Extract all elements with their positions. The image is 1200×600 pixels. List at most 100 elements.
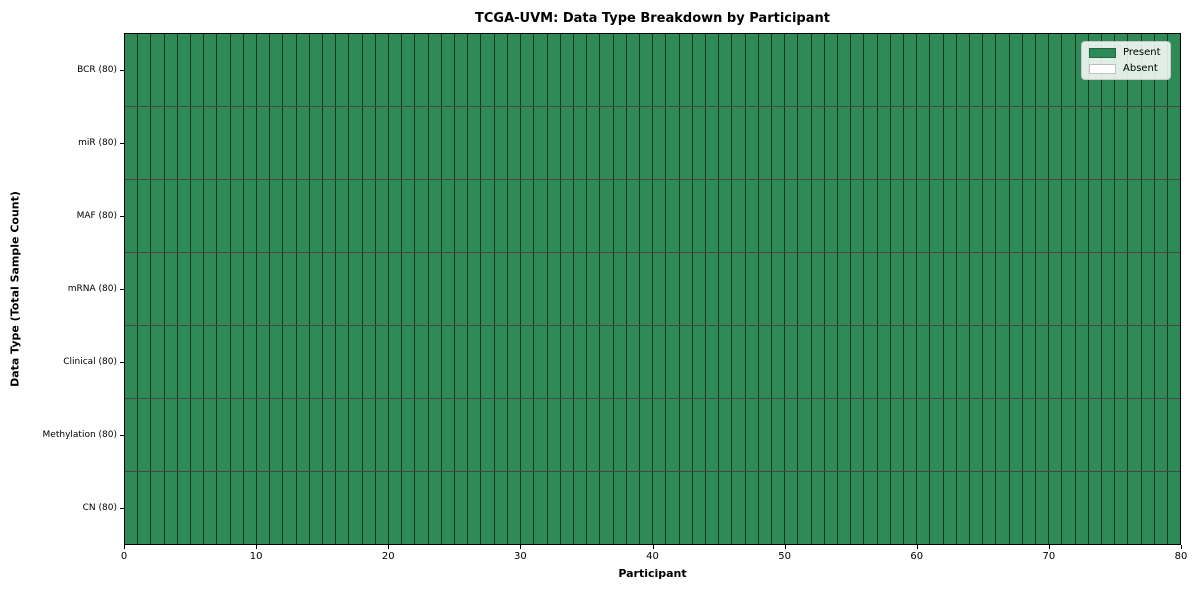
heatmap-cell xyxy=(758,472,772,544)
heatmap-cell xyxy=(494,34,508,106)
heatmap-cell xyxy=(257,326,271,398)
heatmap-cell xyxy=(455,34,469,106)
heatmap-cell xyxy=(389,399,403,471)
heatmap-cell xyxy=(903,472,918,544)
heatmap-cell xyxy=(917,34,931,106)
heatmap-cell xyxy=(890,107,904,179)
heatmap-cell xyxy=(309,253,324,325)
heatmap-cell xyxy=(164,107,178,179)
heatmap-cell xyxy=(1154,326,1169,398)
heatmap-cell xyxy=(138,326,152,398)
heatmap-cell xyxy=(705,34,720,106)
heatmap-cell xyxy=(547,180,561,252)
heatmap-cell xyxy=(785,326,799,398)
heatmap-cell xyxy=(521,472,535,544)
heatmap-cell xyxy=(1115,326,1129,398)
heatmap-cell xyxy=(917,180,931,252)
heatmap-cell xyxy=(204,399,218,471)
heatmap-cell xyxy=(653,472,667,544)
heatmap-cell xyxy=(587,34,601,106)
heatmap-cell xyxy=(164,472,178,544)
heatmap-cell xyxy=(494,180,508,252)
heatmap-cell xyxy=(705,326,720,398)
heatmap-cell xyxy=(613,107,627,179)
heatmap-cell xyxy=(573,399,588,471)
heatmap-cell xyxy=(1102,472,1116,544)
heatmap-cell xyxy=(824,180,838,252)
heatmap-cell xyxy=(587,107,601,179)
heatmap-cell xyxy=(428,253,442,325)
heatmap-cell xyxy=(851,107,865,179)
heatmap-cell xyxy=(375,399,390,471)
heatmap-cell xyxy=(455,326,469,398)
heatmap-cell xyxy=(1154,253,1169,325)
heatmap-cell xyxy=(1022,326,1037,398)
heatmap-cell xyxy=(191,180,205,252)
heatmap-cell xyxy=(138,180,152,252)
heatmap-cell xyxy=(970,34,984,106)
heatmap-cell xyxy=(573,180,588,252)
heatmap-cell xyxy=(1128,253,1142,325)
heatmap-cell xyxy=(719,107,733,179)
heatmap-cell xyxy=(679,472,693,544)
heatmap-cell xyxy=(1154,180,1169,252)
heatmap-cell xyxy=(639,326,654,398)
heatmap-cell xyxy=(1022,107,1037,179)
heatmap-row xyxy=(125,34,1181,107)
heatmap-cell xyxy=(1168,472,1181,544)
heatmap-cell xyxy=(441,107,456,179)
heatmap-cell xyxy=(679,326,693,398)
heatmap-cell xyxy=(309,180,324,252)
heatmap-cell xyxy=(851,326,865,398)
heatmap-cell xyxy=(745,326,759,398)
heatmap-cell xyxy=(270,34,284,106)
heatmap-cell xyxy=(877,472,891,544)
heatmap-cell xyxy=(864,180,878,252)
heatmap-cell xyxy=(323,326,337,398)
heatmap-cell xyxy=(930,107,944,179)
heatmap-cell xyxy=(903,180,918,252)
heatmap-cell xyxy=(243,399,258,471)
heatmap-cell xyxy=(1036,253,1050,325)
heatmap-cell xyxy=(323,34,337,106)
heatmap-cell xyxy=(455,399,469,471)
heatmap-cell xyxy=(930,253,944,325)
x-tick-mark xyxy=(520,545,522,549)
heatmap-cell xyxy=(1102,253,1116,325)
heatmap-cell xyxy=(890,326,904,398)
x-tick-mark xyxy=(124,545,125,549)
heatmap-cell xyxy=(837,253,852,325)
heatmap-cell xyxy=(415,472,429,544)
heatmap-cell xyxy=(956,34,970,106)
heatmap-cell xyxy=(296,472,310,544)
heatmap-cell xyxy=(626,180,640,252)
heatmap-cell xyxy=(917,253,931,325)
heatmap-cell xyxy=(666,34,680,106)
x-tick-mark xyxy=(388,545,390,549)
heatmap-cell xyxy=(851,34,865,106)
heatmap-cell xyxy=(785,107,799,179)
heatmap-cell xyxy=(824,34,838,106)
heatmap-cell xyxy=(824,399,838,471)
heatmap-cell xyxy=(851,399,865,471)
heatmap-cell xyxy=(917,399,931,471)
heatmap-cell xyxy=(771,472,786,544)
heatmap-cell xyxy=(679,34,693,106)
heatmap-cell xyxy=(1168,34,1181,106)
x-tick-label: 80 xyxy=(1174,551,1188,562)
heatmap-cell xyxy=(428,399,442,471)
heatmap-cell xyxy=(243,34,258,106)
heatmap-cell xyxy=(837,472,852,544)
heatmap-cell xyxy=(191,253,205,325)
heatmap-cell xyxy=(692,253,706,325)
heatmap-cell xyxy=(257,180,271,252)
heatmap-cell xyxy=(705,472,720,544)
heatmap-cell xyxy=(177,180,192,252)
heatmap-cell xyxy=(1128,107,1142,179)
heatmap-cell xyxy=(745,399,759,471)
heatmap-cell xyxy=(296,253,310,325)
heatmap-cell xyxy=(362,253,376,325)
heatmap-cell xyxy=(1168,253,1181,325)
heatmap-cell xyxy=(811,253,825,325)
heatmap-cell xyxy=(758,34,772,106)
